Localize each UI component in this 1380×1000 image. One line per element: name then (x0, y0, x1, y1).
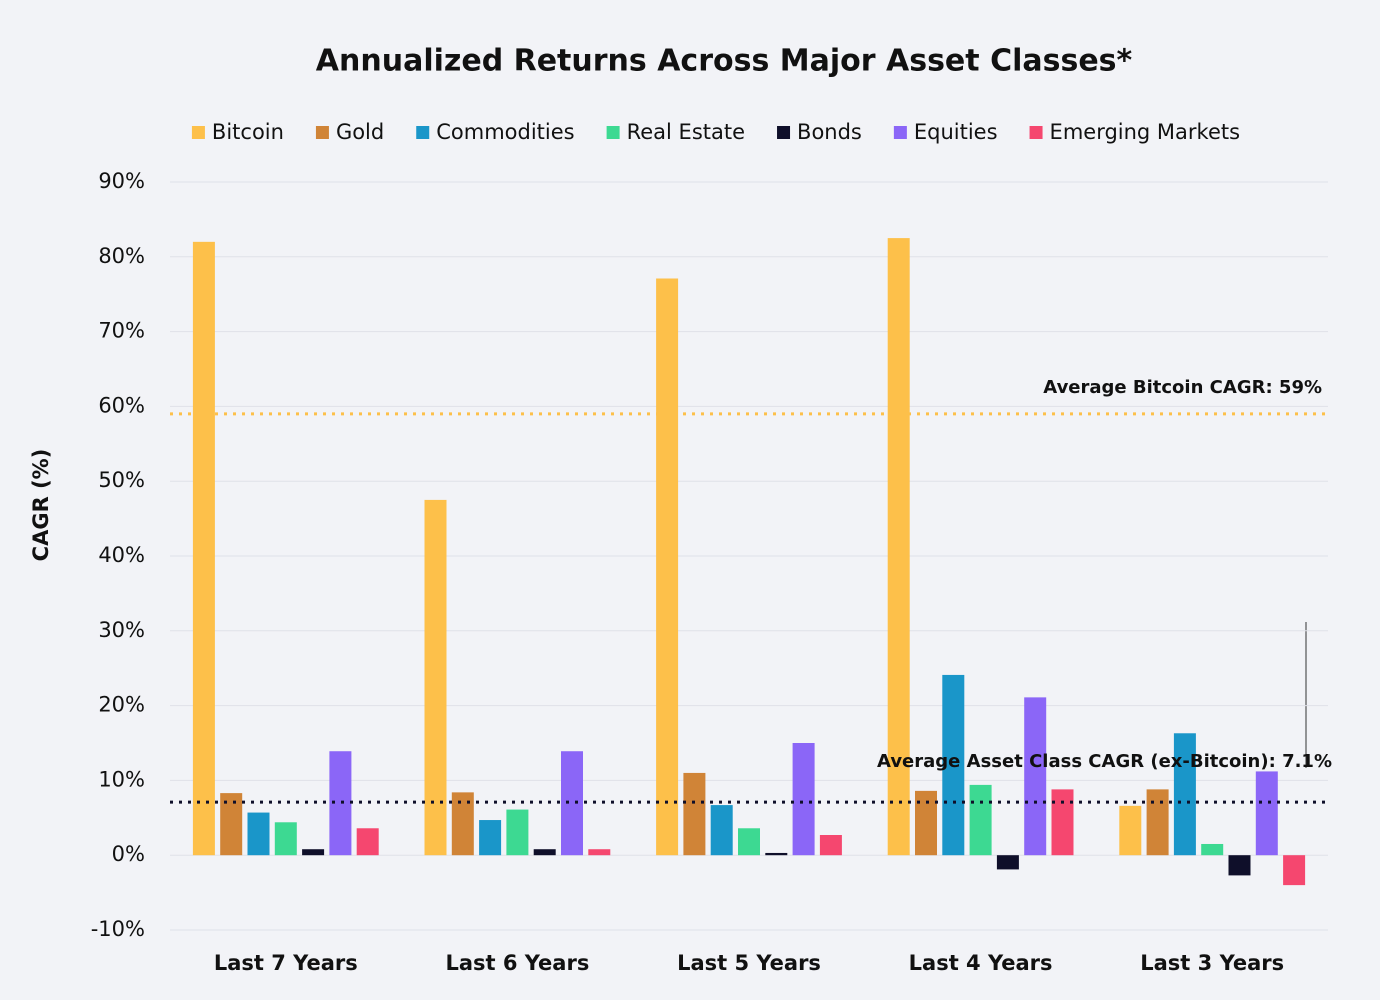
x-tick-label: Last 5 Years (677, 951, 821, 975)
bar (356, 828, 379, 856)
bar (1051, 789, 1074, 856)
legend-label: Equities (914, 120, 998, 144)
bar (588, 849, 611, 856)
y-tick-label: 20% (98, 693, 145, 717)
legend-swatch (1029, 126, 1043, 139)
bar (424, 499, 447, 856)
legend-label: Real Estate (627, 120, 745, 144)
y-axis-label: CAGR (%) (29, 449, 53, 562)
y-tick-label: 80% (98, 244, 145, 268)
bar (247, 812, 270, 856)
bar (220, 793, 243, 856)
bar (996, 855, 1019, 870)
bar (915, 790, 937, 856)
bar (1173, 733, 1196, 856)
legend-swatch (315, 126, 329, 139)
y-tick-label: 90% (98, 169, 145, 193)
x-tick-label: Last 6 Years (445, 951, 589, 975)
legend-label: Bitcoin (212, 120, 284, 144)
bar (192, 241, 215, 856)
bar (479, 820, 502, 856)
x-tick-label: Last 7 Years (214, 951, 358, 975)
y-tick-label: 0% (112, 842, 145, 866)
legend-label: Bonds (797, 120, 862, 144)
bar (329, 751, 352, 856)
bar (710, 805, 733, 856)
bar (942, 674, 965, 856)
y-tick-label: -10% (91, 917, 145, 941)
y-tick-label: 30% (98, 618, 145, 642)
bar (656, 278, 679, 856)
y-tick-label: 60% (98, 393, 145, 417)
bar (274, 822, 297, 856)
y-tick-label: 40% (98, 543, 145, 567)
bar (683, 772, 706, 856)
bar (1119, 805, 1142, 856)
legend-swatch (606, 126, 620, 139)
chart-title: Annualized Returns Across Major Asset Cl… (316, 44, 1133, 79)
legend-swatch (777, 126, 791, 139)
y-tick-label: 10% (98, 767, 145, 791)
bar (738, 828, 760, 856)
bar (1024, 697, 1047, 856)
bar (1228, 855, 1251, 876)
bar (969, 784, 992, 856)
legend-label: Emerging Markets (1050, 120, 1241, 144)
bar (533, 849, 556, 856)
y-tick-label: 70% (98, 319, 145, 343)
bar (792, 743, 815, 856)
reference-label: Average Bitcoin CAGR: 59% (1043, 377, 1322, 398)
bar (506, 809, 529, 856)
legend-label: Gold (336, 120, 384, 144)
reference-label: Average Asset Class CAGR (ex-Bitcoin): 7… (877, 751, 1332, 772)
bar (1283, 855, 1306, 886)
bar (1201, 843, 1224, 856)
x-tick-label: Last 4 Years (909, 951, 1053, 975)
bar (1146, 789, 1169, 856)
bar (451, 792, 474, 856)
bar (819, 835, 842, 856)
bar (561, 751, 583, 856)
legend-swatch (893, 126, 907, 139)
legend-swatch (416, 126, 430, 139)
bar (1255, 771, 1278, 856)
y-tick-label: 50% (98, 468, 145, 492)
bar (302, 849, 325, 856)
legend-label: Commodities (436, 120, 574, 144)
bar (765, 852, 788, 856)
bar (887, 238, 910, 856)
legend-swatch (191, 126, 205, 139)
x-tick-label: Last 3 Years (1140, 951, 1284, 975)
